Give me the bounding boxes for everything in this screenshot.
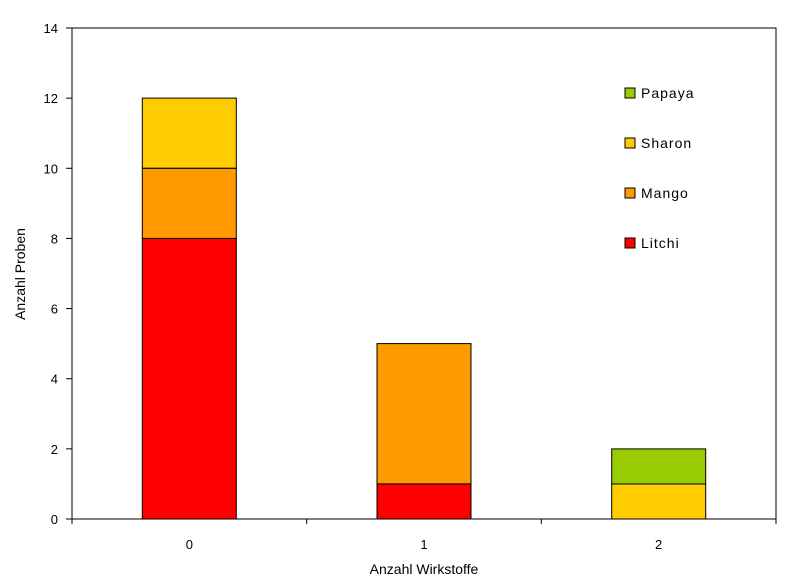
- bar-segment-papaya-2: [611, 448, 707, 485]
- y-tick-label: 12: [44, 91, 58, 106]
- legend: Papaya Sharon Mango Litchi: [624, 85, 694, 251]
- legend-swatch-papaya: [624, 87, 636, 99]
- legend-label-sharon: Sharon: [641, 135, 692, 151]
- y-tick-label: 6: [51, 302, 58, 317]
- bar-segment-litchi-0: [141, 237, 237, 520]
- y-tick-label: 4: [51, 372, 58, 387]
- y-tick-label: 14: [44, 21, 58, 36]
- bars-group: [141, 97, 707, 520]
- legend-swatch-sharon: [624, 137, 636, 149]
- bar-segment-sharon-0: [141, 97, 237, 169]
- legend-swatch-mango: [624, 187, 636, 199]
- legend-label-mango: Mango: [641, 185, 689, 201]
- y-tick-label: 10: [44, 161, 58, 176]
- x-tick-label: 2: [655, 537, 662, 552]
- y-tick-label: 0: [51, 512, 58, 527]
- bar-segment-mango-0: [141, 167, 237, 239]
- y-axis-title: Anzahl Proben: [12, 228, 28, 320]
- bar-segment-litchi-1: [376, 483, 472, 520]
- legend-label-litchi: Litchi: [641, 235, 680, 251]
- y-tick-label: 2: [51, 442, 58, 457]
- x-axis-title: Anzahl Wirkstoffe: [370, 561, 479, 577]
- x-tick-label: 0: [186, 537, 193, 552]
- bar-segment-sharon-2: [611, 483, 707, 520]
- legend-swatch-litchi: [624, 237, 636, 249]
- x-tick-label: 1: [420, 537, 427, 552]
- y-tick-label: 8: [51, 231, 58, 246]
- legend-label-papaya: Papaya: [641, 85, 694, 101]
- bar-segment-mango-1: [376, 343, 472, 485]
